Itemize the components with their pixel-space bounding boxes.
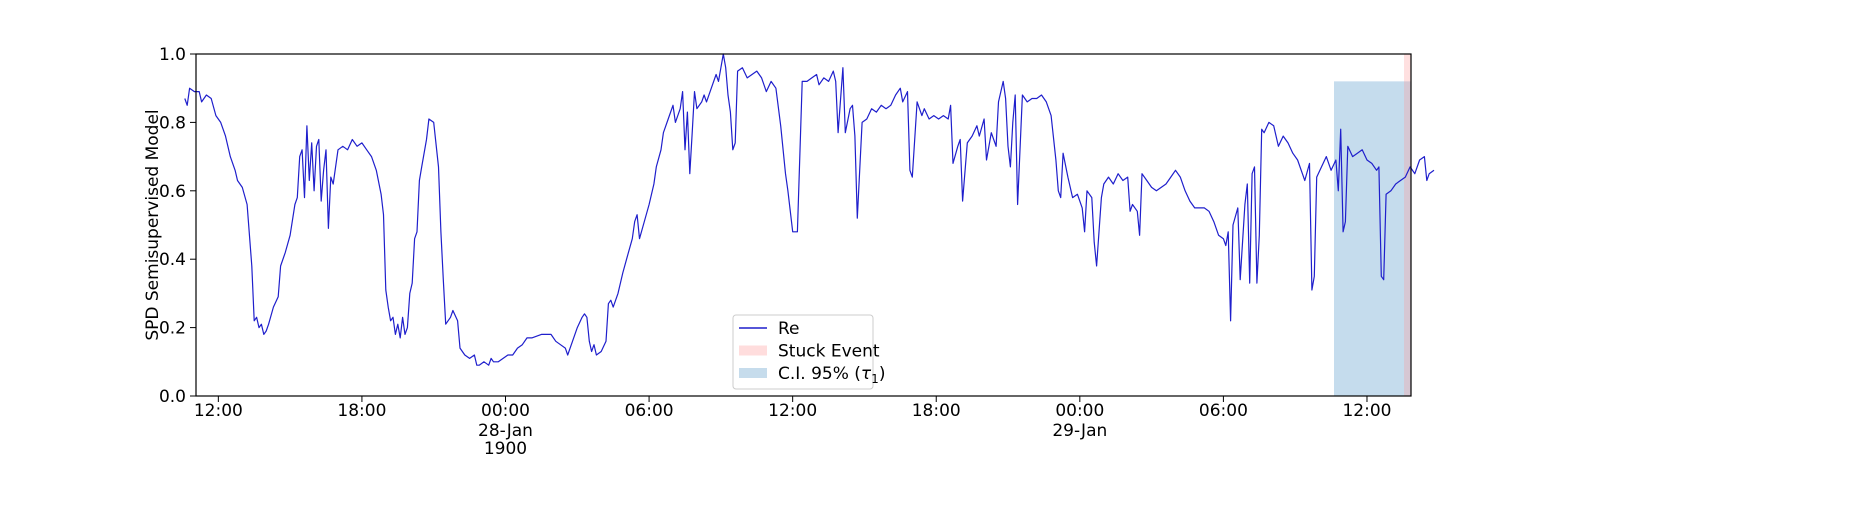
y-tick-label: 0.4 — [159, 250, 186, 270]
legend-label: Re — [778, 319, 800, 339]
legend-label: C.I. 95% (τ1) — [778, 364, 885, 386]
x-tick-label: 12:00 — [1342, 401, 1391, 421]
band-stuck-event — [1404, 54, 1411, 396]
y-axis: 0.0 0.2 0.4 0.6 0.8 1.0 — [159, 45, 196, 407]
x-tick-year-label: 1900 — [484, 439, 527, 459]
x-tick-label: 12:00 — [768, 401, 817, 421]
x-tick-label: 18:00 — [912, 401, 961, 421]
x-tick-date-label: 28-Jan — [478, 421, 533, 441]
y-axis-title: SPD Semisupervised Model — [143, 109, 163, 340]
y-tick-label: 0.6 — [159, 182, 186, 202]
y-tick-label: 0.0 — [159, 387, 186, 407]
x-tick-label: 00:00 — [481, 401, 530, 421]
x-tick-label: 12:00 — [194, 401, 243, 421]
y-tick-label: 0.2 — [159, 319, 186, 339]
x-tick-label: 06:00 — [625, 401, 674, 421]
x-tick-date-label: 29-Jan — [1052, 421, 1107, 441]
bands-layer — [1334, 54, 1411, 397]
legend-swatch-patch — [739, 345, 767, 356]
x-tick-label: 06:00 — [1199, 401, 1248, 421]
y-tick-label: 0.8 — [159, 113, 186, 133]
band-confidence-interval — [1334, 81, 1411, 397]
y-tick-label: 1.0 — [159, 45, 186, 65]
legend-swatch-patch — [739, 368, 767, 378]
plot-frame — [195, 53, 1412, 397]
x-tick-label: 00:00 — [1055, 401, 1104, 421]
legend-box — [732, 314, 874, 390]
series-layer — [184, 53, 1435, 366]
series-line-re — [184, 53, 1435, 366]
x-tick-label: 18:00 — [337, 401, 386, 421]
legend-label: Stuck Event — [778, 342, 880, 362]
